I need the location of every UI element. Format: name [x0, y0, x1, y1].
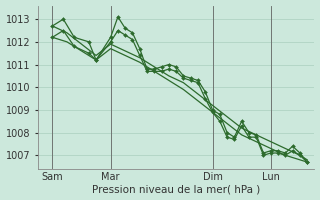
X-axis label: Pression niveau de la mer( hPa ): Pression niveau de la mer( hPa ) [92, 184, 260, 194]
